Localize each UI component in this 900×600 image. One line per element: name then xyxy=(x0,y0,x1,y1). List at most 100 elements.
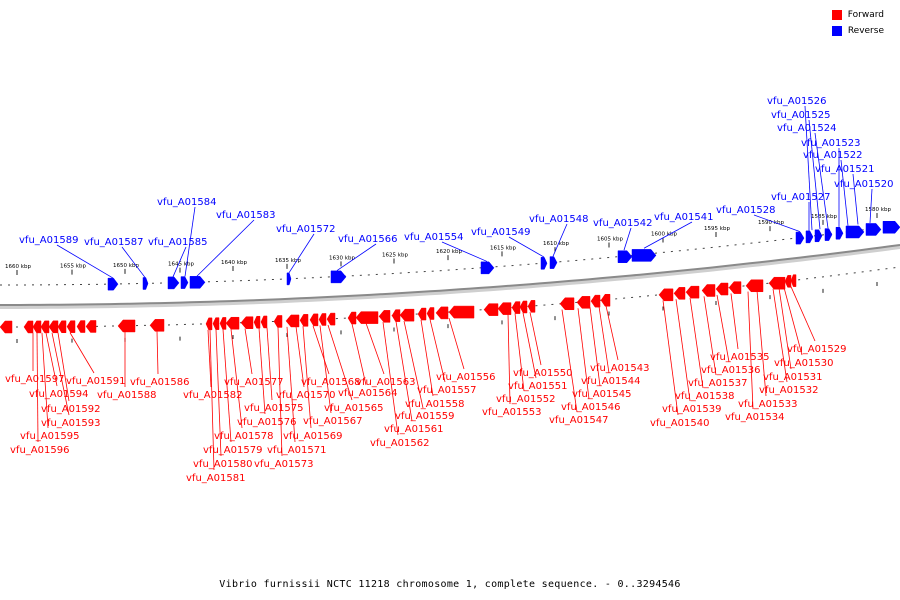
forward-gene xyxy=(355,311,379,324)
forward-gene-label: vfu_A01558 xyxy=(405,399,464,410)
gene-features xyxy=(0,220,900,334)
leader-line xyxy=(561,309,578,413)
forward-gene-label: vfu_A01530 xyxy=(774,358,833,369)
forward-gene-label: vfu_A01596 xyxy=(10,445,69,456)
forward-gene xyxy=(768,276,786,290)
forward-gene-label: vfu_A01582 xyxy=(183,390,242,401)
leader-line xyxy=(623,227,632,251)
reverse-gene xyxy=(795,231,805,245)
leader-line xyxy=(730,293,739,350)
leader-line xyxy=(552,223,568,257)
forward-gene-label: vfu_A01567 xyxy=(303,416,362,427)
forward-gene-label: vfu_A01556 xyxy=(436,372,495,383)
reverse-gene-label: vfu_A01520 xyxy=(834,179,893,190)
leader-line xyxy=(41,332,49,429)
forward-gene xyxy=(600,293,611,307)
axis-tick-label: 1590 kbp xyxy=(758,220,784,226)
reverse-gene xyxy=(189,276,206,289)
forward-gene xyxy=(511,301,521,314)
forward-gene-label: vfu_A01531 xyxy=(763,372,822,383)
forward-gene xyxy=(117,319,136,333)
forward-gene-label: vfu_A01537 xyxy=(688,378,747,389)
forward-gene-label: vfu_A01573 xyxy=(254,459,313,470)
forward-gene-label: vfu_A01581 xyxy=(186,473,245,484)
leader-line xyxy=(689,297,704,389)
legend-reverse: Reverse xyxy=(831,26,884,36)
leader-line xyxy=(222,329,232,443)
legend-reverse-label: Reverse xyxy=(847,26,884,36)
leader-line xyxy=(172,246,187,277)
reverse-gene xyxy=(824,228,833,241)
leader-line xyxy=(277,327,283,457)
forward-swatch xyxy=(831,10,842,20)
leader-line xyxy=(258,328,266,415)
gene-labels: vfu_A01589 vfu_A01587 vfu_A01585 vfu_A01584… xyxy=(5,96,893,484)
forward-gene-label: vfu_A01592 xyxy=(41,404,100,415)
reverse-gene xyxy=(865,223,882,236)
axis-tick-label: 1655 kbp xyxy=(60,264,86,270)
forward-gene-label: vfu_A01570 xyxy=(276,390,335,401)
reverse-gene-label: vfu_A01572 xyxy=(276,224,335,235)
reverse-swatch xyxy=(831,26,842,36)
legend-forward-label: Forward xyxy=(847,10,884,20)
leader-line xyxy=(156,331,159,375)
forward-gene xyxy=(260,315,268,329)
reverse-gene xyxy=(167,276,180,290)
forward-gene-label: vfu_A01543 xyxy=(590,363,649,374)
forward-gene xyxy=(399,308,415,322)
forward-gene-label: vfu_A01539 xyxy=(662,404,721,415)
forward-gene xyxy=(790,274,797,287)
forward-gene-label: vfu_A01544 xyxy=(581,376,640,387)
axis-tick-label: 1615 kbp xyxy=(490,245,516,251)
reverse-gene-label: vfu_A01527 xyxy=(771,192,830,203)
forward-gene xyxy=(0,320,13,334)
leader-line xyxy=(852,173,859,225)
forward-gene-label: vfu_A01580 xyxy=(193,459,252,470)
reverse-gene xyxy=(330,270,347,284)
leader-line xyxy=(589,307,601,387)
forward-gene-label: vfu_A01576 xyxy=(237,417,296,428)
forward-gene xyxy=(273,315,283,328)
reverse-gene xyxy=(805,230,814,244)
forward-gene-label: vfu_A01588 xyxy=(97,390,156,401)
forward-gene xyxy=(40,320,50,334)
map-caption: Vibrio furnissii NCTC 11218 chromosome 1… xyxy=(219,579,681,590)
leader-line xyxy=(772,288,788,383)
axis-tick-label: 1625 kbp xyxy=(382,253,408,259)
leader-line xyxy=(441,241,488,262)
forward-gene xyxy=(435,306,449,320)
leader-line xyxy=(403,320,424,409)
reverse-gene xyxy=(107,277,119,291)
forward-gene-label: vfu_A01575 xyxy=(244,403,303,414)
axis-ticks: 1660 kbp 1655 kbp 1650 kbp 1645 kbp 1640 kbp… xyxy=(5,207,891,343)
forward-gene-label: vfu_A01533 xyxy=(738,399,797,410)
forward-gene xyxy=(299,314,309,327)
forward-gene-label: vfu_A01564 xyxy=(338,388,397,399)
leader-line xyxy=(184,206,196,277)
leader-line xyxy=(703,296,717,376)
reverse-gene xyxy=(286,272,292,286)
forward-gene-label: vfu_A01545 xyxy=(572,389,631,400)
leader-line xyxy=(230,329,243,429)
forward-gene-label: vfu_A01547 xyxy=(549,415,608,426)
forward-gene xyxy=(205,317,213,331)
axis-tick-label: 1580 kbp xyxy=(865,207,891,213)
reverse-gene xyxy=(180,276,189,289)
leader-line xyxy=(675,299,691,402)
leader-line xyxy=(804,105,813,231)
reverse-gene xyxy=(617,250,633,263)
axis-tick-label: 1620 kbp xyxy=(436,249,462,255)
reverse-gene-label: vfu_A01528 xyxy=(716,205,775,216)
leader-line xyxy=(295,326,305,388)
forward-gene-label: vfu_A01536 xyxy=(701,365,760,376)
leader-line xyxy=(51,332,70,416)
reverse-gene xyxy=(882,220,900,234)
forward-gene xyxy=(23,320,34,334)
reverse-gene-label: vfu_A01554 xyxy=(404,232,463,243)
forward-gene xyxy=(219,317,227,330)
reverse-gene-label: vfu_A01549 xyxy=(471,227,530,238)
leader-line xyxy=(266,327,273,401)
leader-line xyxy=(336,243,377,271)
forward-gene-label: vfu_A01540 xyxy=(650,418,709,429)
